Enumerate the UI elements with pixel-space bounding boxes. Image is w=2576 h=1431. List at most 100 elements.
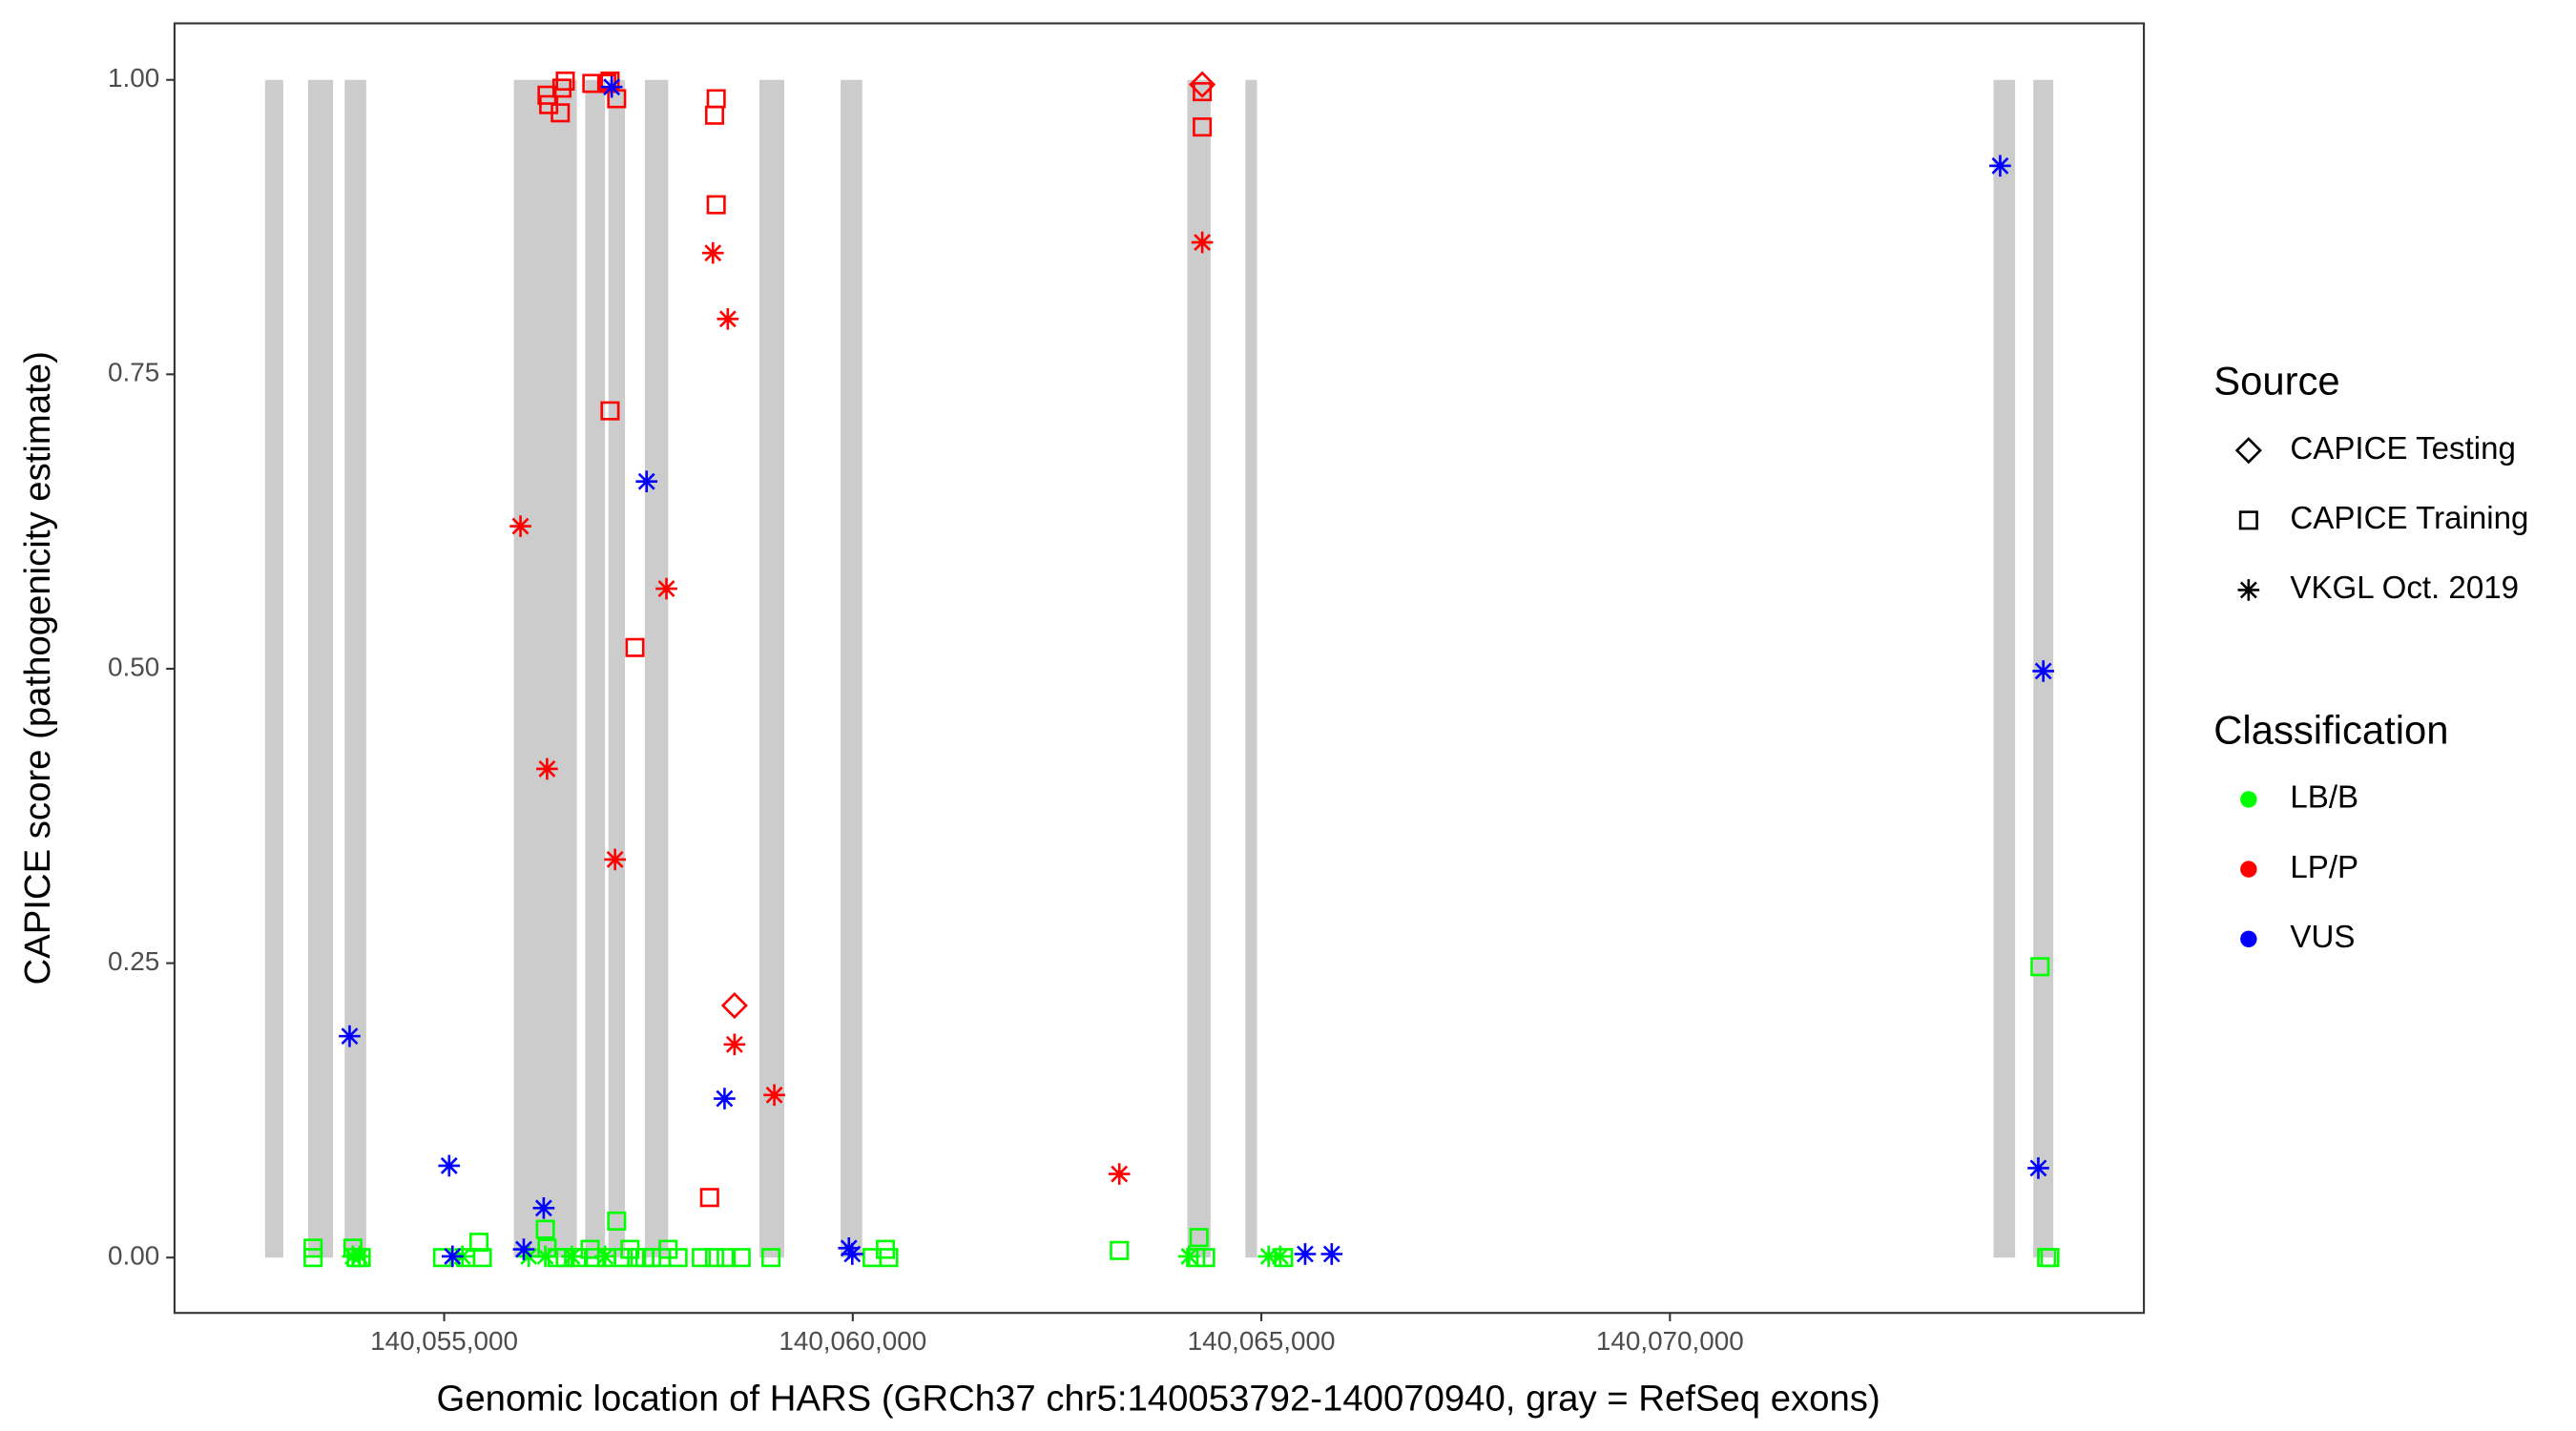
point bbox=[668, 1248, 688, 1268]
point bbox=[509, 515, 531, 537]
point bbox=[441, 1245, 464, 1268]
y-tick-label: 0.75 bbox=[108, 358, 159, 387]
point bbox=[303, 1248, 323, 1268]
point bbox=[582, 73, 602, 93]
y-tick-label: 0.00 bbox=[108, 1241, 159, 1271]
exon bbox=[758, 79, 785, 1258]
point bbox=[535, 1219, 555, 1239]
exon bbox=[1245, 79, 1257, 1258]
point bbox=[555, 71, 575, 91]
point bbox=[512, 1238, 535, 1260]
y-axis-title: CAPICE score (pathogenicity estimate) bbox=[17, 351, 58, 985]
point bbox=[625, 637, 645, 657]
x-tick-label: 140,060,000 bbox=[779, 1326, 926, 1356]
point bbox=[1193, 82, 1213, 102]
point bbox=[532, 1197, 555, 1219]
point bbox=[517, 1245, 540, 1268]
point bbox=[561, 1245, 583, 1268]
point bbox=[2040, 1248, 2060, 1268]
legend-symbol bbox=[2240, 791, 2257, 808]
point bbox=[706, 195, 726, 215]
point bbox=[1110, 1240, 1130, 1260]
point bbox=[879, 1248, 899, 1268]
point bbox=[1257, 1245, 1280, 1268]
point bbox=[438, 1154, 461, 1177]
exon bbox=[344, 79, 366, 1258]
point bbox=[600, 401, 620, 421]
point bbox=[692, 1248, 712, 1268]
point bbox=[1269, 1245, 1292, 1268]
exon bbox=[264, 79, 283, 1258]
legend-symbol bbox=[2240, 930, 2257, 947]
point bbox=[723, 1033, 746, 1056]
point bbox=[1189, 71, 1216, 98]
legend-symbol bbox=[2238, 510, 2258, 530]
legend-label: LB/B bbox=[2290, 780, 2358, 816]
point bbox=[838, 1237, 861, 1259]
point bbox=[701, 241, 724, 264]
point-layer bbox=[303, 71, 2060, 1268]
legend-label: CAPICE Testing bbox=[2290, 431, 2516, 467]
point bbox=[472, 1248, 492, 1268]
point bbox=[600, 75, 623, 98]
exon bbox=[644, 79, 669, 1258]
legend-title: Source bbox=[2213, 359, 2339, 404]
legend-label: LP/P bbox=[2290, 850, 2358, 885]
point bbox=[1320, 1243, 1343, 1265]
point bbox=[1189, 1228, 1209, 1248]
x-tick-label: 140,070,000 bbox=[1596, 1326, 1744, 1356]
point bbox=[717, 1248, 737, 1268]
x-tick-label: 140,055,000 bbox=[370, 1326, 518, 1356]
point bbox=[720, 991, 748, 1020]
point bbox=[551, 103, 571, 123]
axes: 0.00 0.25 0.50 0.75 1.00 140,055,000 140,060,0… bbox=[108, 63, 1744, 1356]
point bbox=[714, 1088, 736, 1110]
point bbox=[1989, 155, 2011, 177]
point bbox=[1193, 117, 1213, 137]
legend-symbol bbox=[2237, 579, 2260, 601]
legend-symbol bbox=[2234, 437, 2262, 465]
exon bbox=[1187, 79, 1211, 1258]
point bbox=[763, 1084, 785, 1107]
point bbox=[469, 1233, 489, 1253]
exon bbox=[608, 79, 626, 1258]
point bbox=[699, 1188, 719, 1208]
point bbox=[534, 1245, 556, 1268]
legend-symbol bbox=[2240, 861, 2257, 878]
exon-layer bbox=[264, 79, 2054, 1258]
point bbox=[348, 1245, 371, 1268]
point bbox=[607, 1211, 627, 1231]
legend-label: VUS bbox=[2290, 920, 2355, 955]
exon bbox=[841, 79, 862, 1258]
exon bbox=[513, 79, 577, 1258]
exon bbox=[1993, 79, 2016, 1258]
point bbox=[1294, 1243, 1317, 1265]
point bbox=[635, 470, 658, 493]
point bbox=[2030, 957, 2050, 977]
legend-label: VKGL Oct. 2019 bbox=[2290, 570, 2519, 606]
point bbox=[704, 105, 724, 125]
exon bbox=[585, 79, 606, 1258]
point bbox=[2027, 1157, 2049, 1179]
point bbox=[1177, 1245, 1200, 1268]
point bbox=[593, 1245, 616, 1268]
x-axis-title: Genomic location of HARS (GRCh37 chr5:14… bbox=[437, 1379, 1880, 1420]
point bbox=[604, 848, 626, 871]
point bbox=[731, 1248, 751, 1268]
y-tick-label: 0.50 bbox=[108, 652, 159, 681]
point bbox=[704, 1248, 724, 1268]
point bbox=[841, 1243, 863, 1265]
point bbox=[655, 577, 677, 600]
point bbox=[536, 757, 558, 780]
point bbox=[339, 1025, 361, 1047]
x-tick-label: 140,065,000 bbox=[1188, 1326, 1336, 1356]
legend-title: Classification bbox=[2213, 707, 2448, 752]
y-tick-label: 1.00 bbox=[108, 63, 159, 93]
point bbox=[717, 308, 739, 330]
legend-label: CAPICE Training bbox=[2290, 501, 2528, 536]
point bbox=[761, 1248, 781, 1268]
legend: Source CAPICE Testing CAPICE Training VKGL … bbox=[2213, 359, 2528, 955]
